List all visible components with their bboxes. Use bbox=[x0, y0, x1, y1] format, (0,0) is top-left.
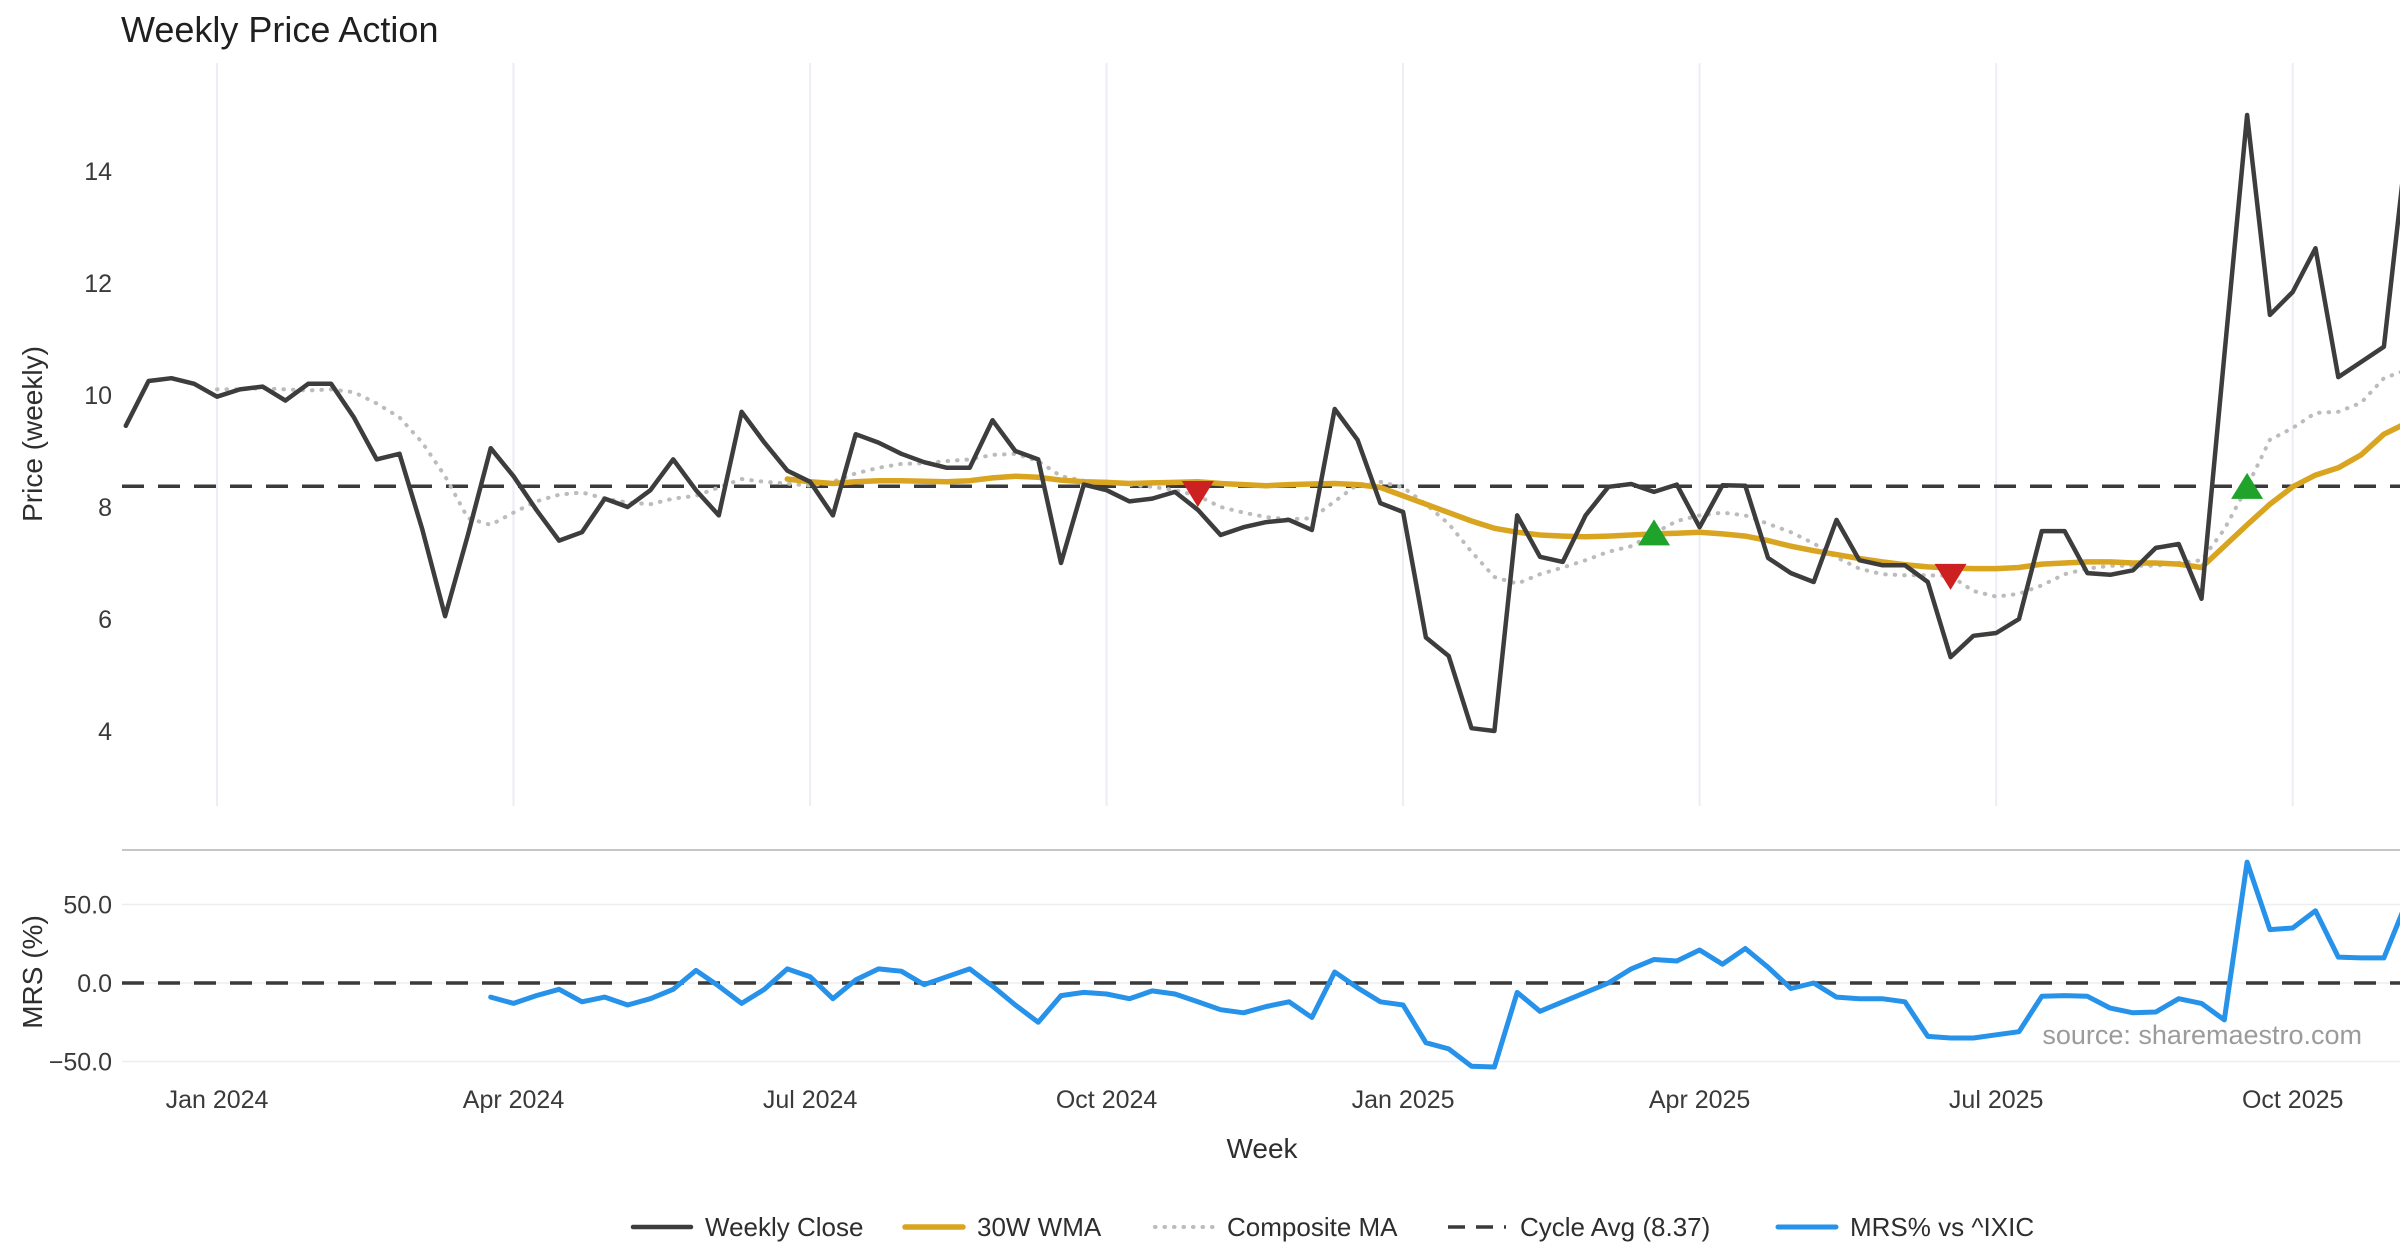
legend: Weekly Close 30W WMA Composite MA Cycle … bbox=[630, 1212, 2034, 1242]
legend-item-30w-wma: 30W WMA bbox=[902, 1212, 1102, 1242]
wma-30w-line bbox=[784, 423, 2400, 572]
mrs-axis-label: MRS (%) bbox=[17, 915, 48, 1029]
legend-label-cycle-avg: Cycle Avg (8.37) bbox=[1520, 1212, 1710, 1242]
mrs-panel bbox=[122, 859, 2400, 1070]
price-panel bbox=[122, 112, 2400, 734]
buy-signal-marker bbox=[1638, 519, 1671, 546]
x-tick-label: Jul 2025 bbox=[1949, 1086, 2044, 1114]
x-tick-label: Jan 2024 bbox=[166, 1086, 269, 1114]
weekly-close-line bbox=[123, 112, 2400, 734]
legend-label-weekly-close: Weekly Close bbox=[705, 1212, 863, 1242]
price-y-tick-label: 14 bbox=[84, 158, 112, 186]
legend-label-mrs: MRS% vs ^IXIC bbox=[1850, 1212, 2034, 1242]
x-tick-label: Oct 2025 bbox=[2242, 1086, 2343, 1114]
axis-ticks: Jan 2024 Apr 2024 Jul 2024 Oct 2024 Jan 2025… bbox=[49, 158, 2344, 1114]
x-tick-label: Jul 2024 bbox=[763, 1086, 858, 1114]
price-y-tick-label: 4 bbox=[98, 718, 112, 746]
mrs-y-tick-label: −50.0 bbox=[49, 1049, 112, 1077]
gridlines bbox=[122, 63, 2400, 1063]
week-axis-label: Week bbox=[1226, 1133, 1298, 1164]
x-tick-label: Jan 2025 bbox=[1352, 1086, 1455, 1114]
sell-signal-marker bbox=[1934, 563, 1967, 590]
composite-ma-line bbox=[215, 370, 2400, 599]
price-axis-label: Price (weekly) bbox=[17, 346, 48, 522]
price-y-tick-label: 12 bbox=[84, 270, 112, 298]
legend-label-30w-wma: 30W WMA bbox=[977, 1212, 1102, 1242]
price-y-tick-label: 10 bbox=[84, 382, 112, 410]
mrs-y-tick-label: 50.0 bbox=[63, 892, 112, 920]
x-tick-label: Apr 2025 bbox=[1649, 1086, 1750, 1114]
sell-signal-marker bbox=[1181, 481, 1214, 507]
chart-title: Weekly Price Action bbox=[121, 9, 438, 50]
price-y-tick-label: 8 bbox=[98, 494, 112, 522]
mrs-y-tick-label: 0.0 bbox=[77, 970, 112, 998]
x-tick-label: Apr 2024 bbox=[463, 1086, 565, 1114]
legend-item-mrs: MRS% vs ^IXIC bbox=[1775, 1212, 2034, 1242]
x-tick-label: Oct 2024 bbox=[1056, 1086, 1158, 1114]
mrs-line bbox=[488, 859, 2400, 1070]
buy-signal-marker bbox=[2231, 472, 2264, 499]
legend-item-cycle-avg: Cycle Avg (8.37) bbox=[1448, 1212, 1710, 1242]
legend-item-composite-ma: Composite MA bbox=[1153, 1212, 1398, 1242]
price-y-tick-label: 6 bbox=[98, 606, 112, 634]
legend-item-weekly-close: Weekly Close bbox=[630, 1212, 863, 1242]
legend-label-composite-ma: Composite MA bbox=[1227, 1212, 1398, 1242]
source-note: source: sharemaestro.com bbox=[2042, 1020, 2362, 1050]
